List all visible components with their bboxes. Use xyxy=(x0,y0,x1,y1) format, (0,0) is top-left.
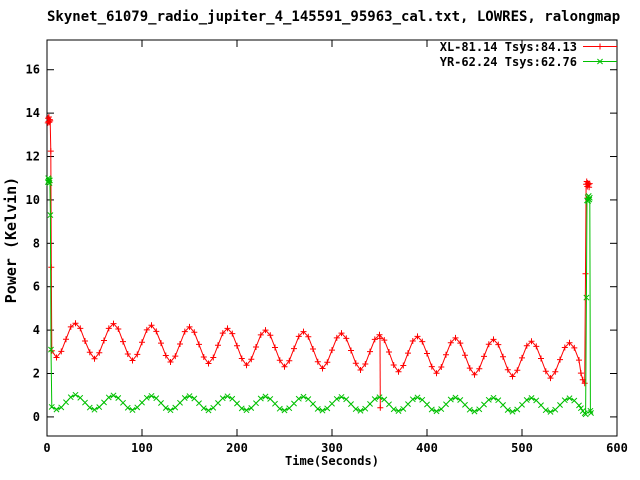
series-xl xyxy=(44,114,593,411)
legend: XL-81.14 Tsys:84.13 YR-62.24 Tsys:62.76 xyxy=(440,39,617,69)
svg-text:300: 300 xyxy=(321,441,343,455)
x-axis-label: Time(Seconds) xyxy=(285,454,379,468)
svg-text:500: 500 xyxy=(511,441,533,455)
svg-text:400: 400 xyxy=(416,441,438,455)
svg-text:200: 200 xyxy=(226,441,248,455)
svg-text:14: 14 xyxy=(26,106,40,120)
chart-title: Skynet_61079_radio_jupiter_4_145591_9596… xyxy=(47,9,621,25)
axis-box xyxy=(46,39,618,437)
svg-text:600: 600 xyxy=(606,441,628,455)
axis-ticks: 0 100 200 300 400 500 600 0 2 4 6 8 10 12 14 16 xyxy=(26,40,628,455)
svg-text:10: 10 xyxy=(26,193,40,207)
legend-plus-marker-icon xyxy=(583,43,617,50)
svg-text:4: 4 xyxy=(33,323,40,337)
svg-text:6: 6 xyxy=(33,280,40,294)
svg-text:8: 8 xyxy=(33,236,40,250)
legend-entry-xl: XL-81.14 Tsys:84.13 xyxy=(440,39,617,54)
svg-text:2: 2 xyxy=(33,367,40,381)
svg-text:12: 12 xyxy=(26,150,40,164)
legend-entry-yr: YR-62.24 Tsys:62.76 xyxy=(440,54,617,69)
svg-text:16: 16 xyxy=(26,63,40,77)
legend-label-yr: YR-62.24 Tsys:62.76 xyxy=(439,54,577,69)
series-yr xyxy=(44,175,594,418)
svg-text:0: 0 xyxy=(33,410,40,424)
legend-cross-marker-icon xyxy=(583,58,617,65)
legend-label-xl: XL-81.14 Tsys:84.13 xyxy=(439,39,577,54)
svg-text:100: 100 xyxy=(131,441,153,455)
svg-text:0: 0 xyxy=(43,441,50,455)
